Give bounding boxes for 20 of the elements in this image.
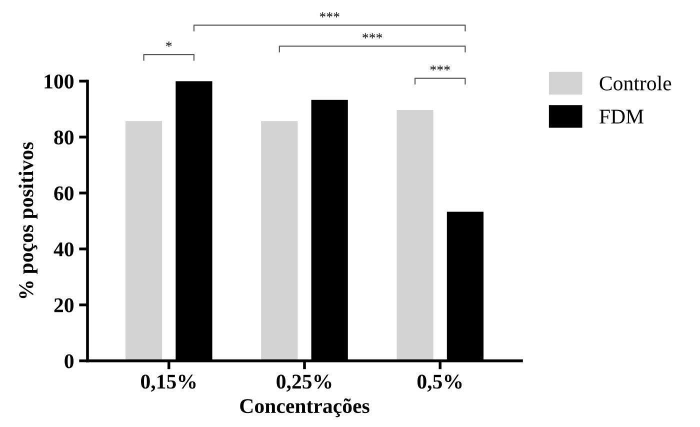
x-tick-label: 0,15% xyxy=(141,374,196,392)
y-tick-label: 60 xyxy=(54,186,74,200)
x-axis-title: Concentrações xyxy=(240,398,370,418)
x-tick-label: 0,25% xyxy=(276,374,332,392)
legend-label: FDM xyxy=(600,110,644,124)
y-tick-label: 20 xyxy=(54,298,74,312)
y-tick-label: 0 xyxy=(64,354,74,368)
legend-label: Controle xyxy=(600,76,672,90)
text: * xyxy=(166,42,172,47)
y-axis-title: % poços positivos xyxy=(18,142,38,298)
x-tick-label: 0,5% xyxy=(417,374,462,392)
text: *** xyxy=(430,65,450,71)
text: *** xyxy=(362,33,382,38)
y-tick-label: 80 xyxy=(54,130,74,144)
text: *** xyxy=(320,12,340,18)
bar xyxy=(261,121,298,361)
y-tick-label: 100 xyxy=(44,74,74,89)
bar xyxy=(125,121,162,361)
bar xyxy=(396,110,434,361)
y-tick-label: 40 xyxy=(54,242,74,256)
